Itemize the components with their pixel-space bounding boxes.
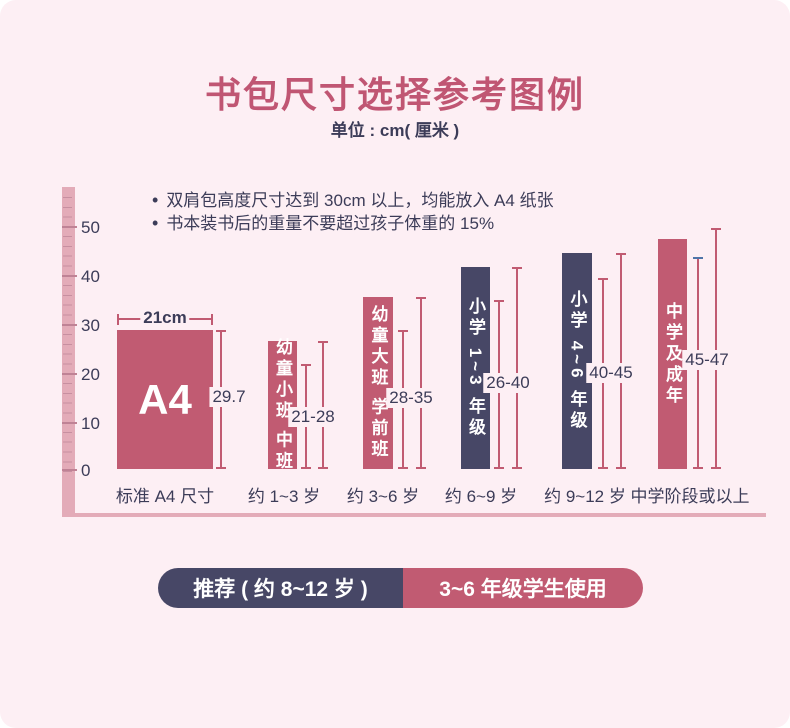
- notes-list: 双肩包高度尺寸达到 30cm 以上，均能放入 A4 纸张 书本装书后的重量不要超…: [152, 189, 554, 235]
- ruler-major-tick: [62, 422, 77, 424]
- ruler-tick-label: 40: [81, 267, 100, 286]
- recommendation-banner-left: 推荐 ( 约 8~12 岁 ): [158, 568, 403, 608]
- bar-toddler-senior: 幼童大班 学前班: [363, 297, 393, 469]
- page-title: 书包尺寸选择参考图例: [204, 74, 585, 115]
- dimension-value-range: 45-47: [682, 350, 732, 370]
- bar-a4-standard: A4: [117, 330, 213, 469]
- dimension-value-range: 21-28: [288, 407, 338, 427]
- ruler-major-tick: [62, 373, 77, 375]
- ruler-tick-label: 10: [81, 414, 100, 433]
- dimension-value-range: 40-45: [586, 363, 636, 383]
- dimension-line-max: [616, 253, 625, 469]
- recommendation-age-text: 推荐 ( 约 8~12 岁 ): [193, 578, 368, 601]
- unit-subtitle: 单位 : cm( 厘米 ): [330, 121, 460, 140]
- x-axis-baseline: [62, 513, 766, 517]
- ruler-tick-label: 30: [81, 316, 100, 335]
- dimension-line-max: [512, 267, 521, 469]
- note-item: 双肩包高度尺寸达到 30cm 以上，均能放入 A4 纸张: [152, 189, 553, 212]
- category-label: 约 1~3 岁: [247, 487, 321, 506]
- dimension-value-a4-width: 21cm: [140, 308, 190, 328]
- category-label: 约 9~12 岁: [544, 487, 626, 506]
- bar-toddler-junior: 幼童小班 中班: [268, 338, 297, 472]
- ruler-major-tick: [62, 469, 77, 471]
- ruler-major-tick: [62, 324, 77, 326]
- recommendation-banner-right: 3~6 年级学生使用: [403, 568, 643, 608]
- bar-label: 小学 4~6 年级: [567, 289, 587, 433]
- recommendation-grade-text: 3~6 年级学生使用: [439, 578, 607, 601]
- bar-label: 幼童小班 中班: [273, 337, 292, 473]
- bar-a4-label: A4: [138, 375, 192, 423]
- dimension-value-range: 26-40: [483, 373, 533, 393]
- category-label: 标准 A4 尺寸: [115, 487, 215, 506]
- dimension-line-max: [711, 228, 720, 469]
- ruler-major-tick: [62, 226, 77, 228]
- dimension-value-range: 28-35: [386, 388, 436, 408]
- category-label: 约 6~9 岁: [444, 487, 518, 506]
- dimension-value-a4-height: 29.7: [209, 387, 249, 407]
- bar-primary-4-6: 小学 4~6 年级: [562, 253, 592, 469]
- dimension-line-max: [416, 297, 425, 469]
- bar-middle-school-adult: 中学及成年: [658, 239, 687, 469]
- dimension-line-max: [318, 341, 327, 469]
- ruler-tick-label: 0: [81, 461, 91, 480]
- bar-primary-1-3: 小学 1~3 年级: [461, 267, 490, 469]
- bar-label: 小学 1~3 年级: [466, 296, 485, 440]
- ruler-major-tick: [62, 275, 77, 277]
- category-label: 中学阶段或以上: [630, 487, 750, 506]
- recommendation-banner: 推荐 ( 约 8~12 岁 ) 3~6 年级学生使用: [158, 568, 643, 608]
- ruler-tick-label: 50: [81, 218, 100, 237]
- ruler-minor-ticks: [63, 197, 72, 473]
- note-item: 书本装书后的重量不要超过孩子体重的 15%: [152, 212, 554, 235]
- bar-label: 幼童大班 学前班: [368, 305, 388, 461]
- ruler-tick-label: 20: [81, 365, 100, 384]
- bar-label: 中学及成年: [663, 301, 682, 407]
- category-label: 约 3~6 岁: [346, 487, 420, 506]
